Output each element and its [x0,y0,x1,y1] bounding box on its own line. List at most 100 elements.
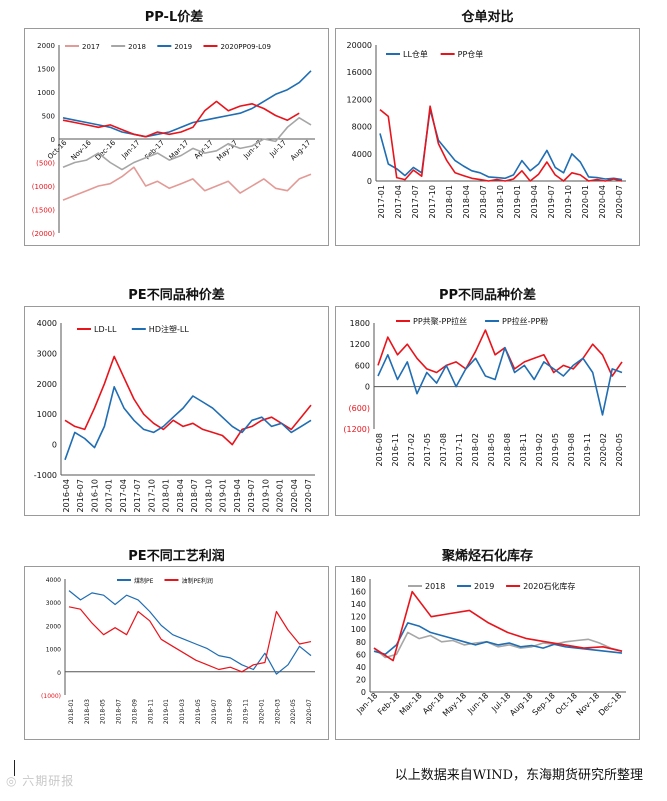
x-tick-label: 2018-05 [100,699,107,724]
y-tick-label: 0 [361,688,366,697]
x-tick-label: 2018-04 [176,479,185,512]
chart-title-pe-variety: PE不同品种价差 [128,288,225,303]
x-tick-label: 2017-01 [105,479,114,512]
y-tick-label: 16000 [347,68,372,77]
legend-label-3: 2020石化库存 [523,581,575,591]
x-tick-label: Jul-17 [268,139,288,159]
legend-label-4: 2020PP09-L09 [220,43,270,51]
y-tick-label: (1000) [32,183,56,191]
chart-panel-inventory: 0 20 40 60 80 100 120 140 160 180 Jan-18 Feb-18 Mar-… [335,566,640,740]
y-tick-label: 20000 [347,41,372,50]
x-tick-label: Jun-17 [241,139,263,161]
x-tick-label: 2018-02 [471,433,480,466]
x-tick-label: 2016-07 [76,479,85,512]
y-tick-label: 3000 [46,600,61,607]
x-tick-label: 2017-07 [133,479,142,512]
y-tick-label: 1000 [37,89,55,97]
series-line-2 [373,622,623,656]
x-tick-label: 2018-01 [162,479,171,512]
x-tick-label: 2018-01 [445,185,454,218]
y-tick-label: 500 [42,113,55,121]
y-tick-label: 160 [351,588,366,597]
y-tick-label: 180 [351,575,366,584]
x-tick-label: 2017-10 [428,185,437,218]
x-tick-label: 2017-10 [147,479,156,512]
x-tick-label: 2018-07 [190,479,199,512]
x-tick-label: 2018-01 [68,699,75,724]
y-tick-label: (600) [348,404,370,413]
y-tick-label: (1000) [41,693,61,700]
y-tick-label: 8000 [352,123,372,132]
x-tick-label: 2016-04 [62,479,71,512]
y-tick-label: 600 [355,361,370,370]
y-tick-label: 80 [356,638,366,647]
chart-svg-pe-profit: (1000) 0 1000 2000 3000 4000 2018-01 2018-03 201… [41,577,315,724]
x-tick-label: 2020-04 [598,185,607,218]
x-tick-label: Mar-18 [398,691,424,717]
x-tick-label: 2017-02 [407,433,416,466]
y-tick-label: (1500) [32,207,56,215]
x-tick-label: May-17 [215,139,239,163]
y-tick-label: 0 [51,136,55,144]
y-tick-label: 4000 [37,319,57,328]
y-tick-label: 4000 [352,150,372,159]
x-tick-label: Oct-16 [46,138,69,161]
x-tick-label: 2019-02 [535,433,544,466]
y-tick-label: 120 [351,613,366,622]
x-tick-label: 2019-03 [179,699,186,724]
x-tick-label: Feb-18 [376,691,402,717]
y-tick-label: 1000 [46,647,61,654]
x-tick-label: 2019-01 [513,185,522,218]
x-tick-label: 2019-07 [247,479,256,512]
series-line-1 [62,166,312,201]
x-tick-label: 2016-08 [375,433,384,466]
y-tick-label: (500) [36,160,55,168]
x-tick-label: 2017-04 [394,185,403,218]
x-tick-label: 2018-09 [131,699,138,724]
x-tick-label: 2019-05 [195,699,202,724]
x-tick-label: 2020-07 [304,479,313,512]
chart-title-warehouse: 仓单对比 [461,10,514,25]
series-line-2 [64,386,312,461]
legend-label-1: LD-LL [94,325,117,334]
y-tick-label: 0 [57,670,61,677]
x-tick-label: 2019-10 [564,185,573,218]
x-tick-label: 2020-01 [581,185,590,218]
x-tick-label: 2019-07 [211,699,218,724]
x-tick-label: Mar-17 [168,139,191,162]
y-tick-label: 4000 [46,577,61,584]
legend-label-2: HD注塑-LL [149,324,190,334]
legend-label-1: PP共聚-PP拉丝 [413,316,467,326]
x-tick-label: 2020-01 [276,479,285,512]
series-line-4 [62,100,300,138]
chart-svg-pp-l: (2000) (1500) (1000) (500) 0 500 1000 1500 2000 O… [32,42,315,238]
x-tick-label: 2017-05 [423,433,432,466]
series-line-1 [377,329,623,377]
x-tick-label: 2020-07 [306,699,313,724]
x-tick-label: 2020-01 [258,699,265,724]
x-tick-label: 2020-07 [615,185,624,218]
legend-label-1: LL仓单 [403,49,428,59]
y-tick-label: 1800 [350,319,370,328]
chart-svg-pe-variety: -1000 0 1000 2000 3000 4000 2016-04 2016-07 2016… [34,319,315,512]
chart-panel-pe-profit: (1000) 0 1000 2000 3000 4000 2018-01 2018-03 201… [24,566,329,740]
series-line-2 [62,117,312,171]
chart-panel-warehouse: 0 4000 8000 12000 16000 20000 2017-01 2017-04 20… [335,28,640,246]
x-tick-label: Jan-17 [120,139,142,161]
y-tick-label: 100 [351,625,366,634]
x-tick-label: 2019-04 [233,479,242,512]
x-tick-label: Jun-18 [465,691,490,716]
chart-panel-pp-variety: (1200) (600) 0 600 1200 1800 2016-08 2016-11 201… [335,306,640,516]
y-tick-label: 0 [365,383,370,392]
y-tick-label: (1200) [343,425,370,434]
x-tick-label: 2016-10 [90,479,99,512]
cursor-bar [14,760,15,776]
legend-label-1: 2017 [82,43,100,51]
y-tick-label: -1000 [34,471,57,480]
y-tick-label: 20 [356,675,366,684]
legend-label-2: PP仓单 [458,49,484,59]
x-tick-label: Jan-18 [354,691,379,716]
series-line-1 [68,590,312,675]
watermark: ◎ 六期研报 [6,774,75,788]
x-tick-label: 2018-07 [479,185,488,218]
